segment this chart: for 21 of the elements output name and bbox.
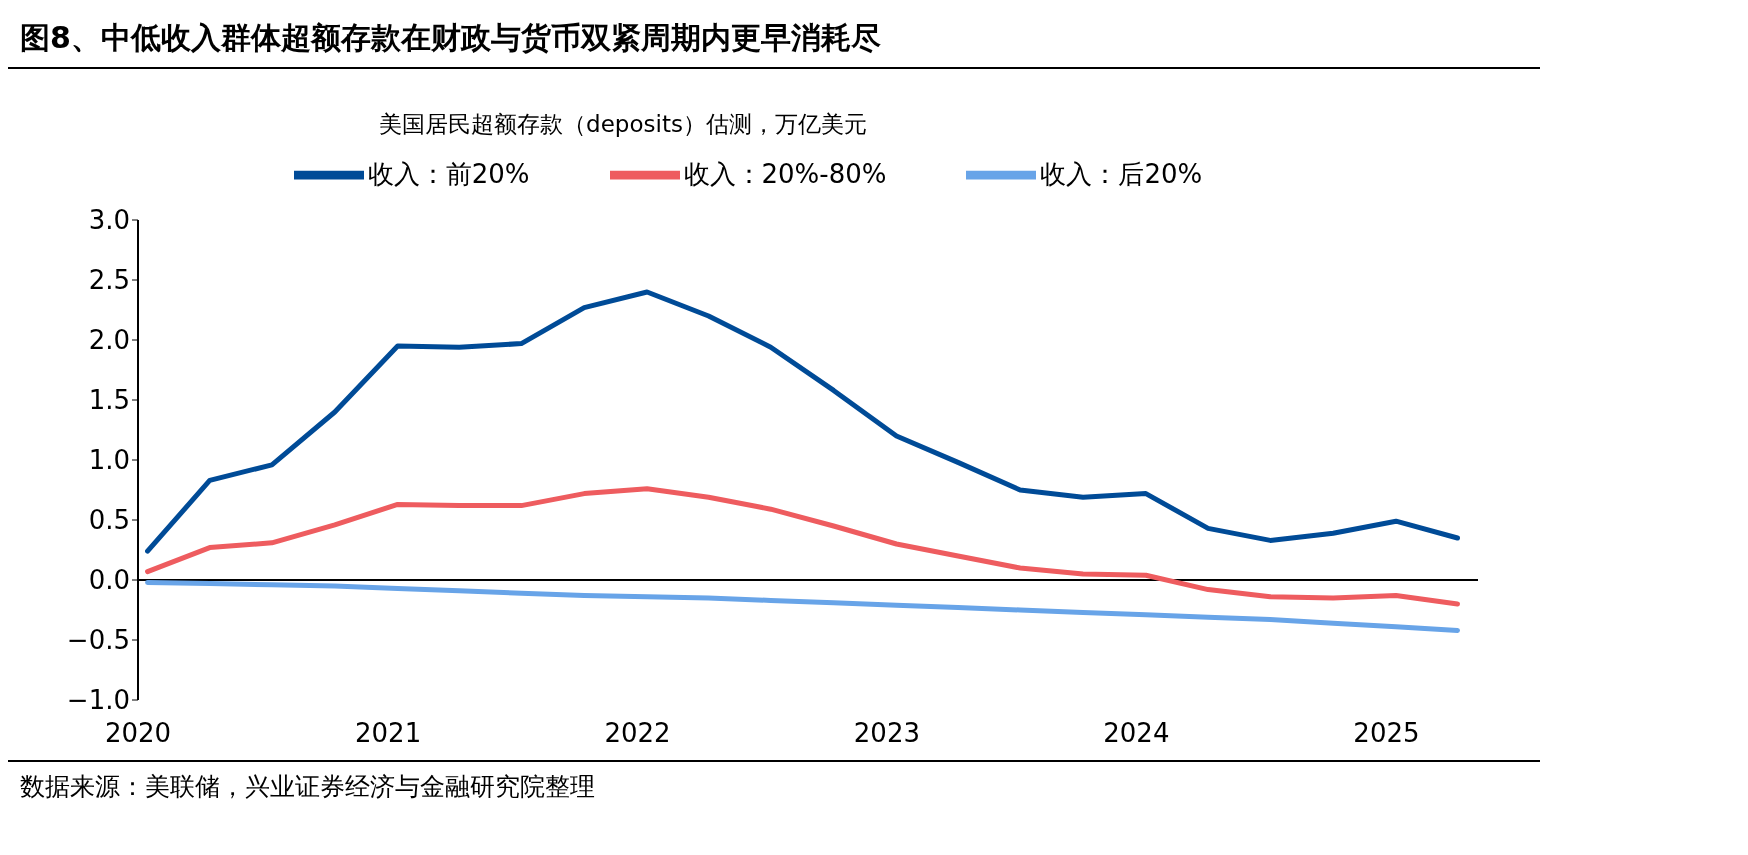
y-tick-label: 0.5	[88, 505, 130, 536]
x-tick-label: 2021	[355, 718, 422, 749]
x-tick-label: 2023	[853, 718, 921, 749]
y-tick-label: −0.5	[66, 625, 130, 656]
y-tick-label: 2.0	[88, 325, 130, 356]
x-tick-label: 2020	[104, 718, 172, 749]
chart-title: 图8、中低收入群体超额存款在财政与货币双紧周期内更早消耗尽	[8, 8, 1540, 69]
x-tick-label: 2022	[604, 718, 671, 749]
x-tick-label: 2024	[1103, 718, 1170, 749]
y-tick-label: 0.0	[88, 565, 130, 596]
y-tick-label: 2.5	[88, 265, 130, 296]
legend-label: 收入：后20%	[1040, 158, 1203, 189]
y-tick-label: 1.5	[88, 385, 130, 416]
legend-label: 收入：前20%	[367, 158, 530, 189]
chart-subtitle: 美国居民超额存款（deposits）估测，万亿美元	[378, 110, 868, 139]
x-tick-label: 2025	[1353, 718, 1420, 749]
legend-label: 收入：20%-80%	[683, 158, 887, 189]
y-tick-label: 3.0	[88, 205, 130, 236]
source-note: 数据来源：美联储，兴业证券经济与金融研究院整理	[20, 771, 596, 803]
y-tick-label: 1.0	[88, 445, 130, 476]
y-tick-label: −1.0	[66, 685, 130, 716]
